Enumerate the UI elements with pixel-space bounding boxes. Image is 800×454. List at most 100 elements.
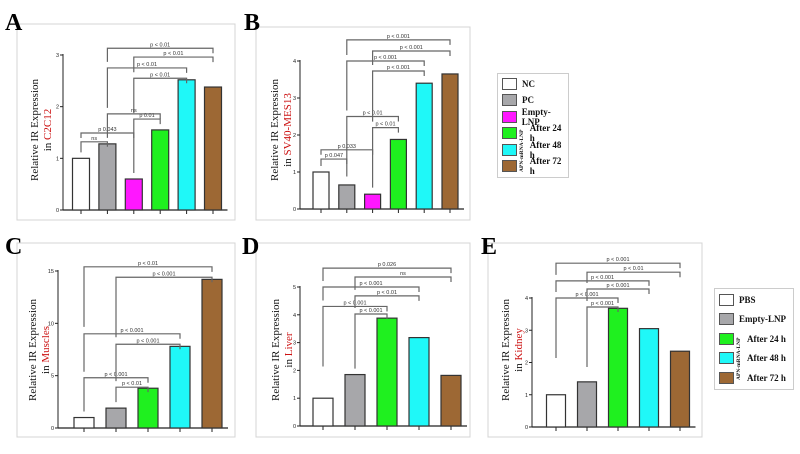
panel-frame (255, 26, 471, 221)
panel-letter: C (5, 234, 22, 260)
y-tick-label: 0 (293, 424, 296, 430)
y-tick-label: 4 (525, 296, 528, 302)
y-axis-label-prefix: in (42, 140, 54, 151)
significance-bracket (586, 306, 619, 368)
legend-label: NC (522, 78, 535, 89)
significance-label: p < 0.001 (359, 308, 382, 314)
legend-label: After 48 h (747, 353, 786, 363)
legend-item: After 24 h (719, 332, 786, 345)
panel-frame (16, 242, 236, 438)
significance-bracket (133, 56, 214, 73)
y-tick-label: 1 (56, 156, 59, 162)
significance-label: p < 0.01 (150, 72, 170, 78)
y-tick-label: 3 (293, 341, 296, 347)
y-tick-label: 2 (56, 105, 59, 111)
bar-empty-lnp (364, 193, 382, 210)
bar-nc (71, 157, 91, 211)
legend-label: Empty-LNP (739, 314, 786, 324)
significance-label: p < 0.001 (387, 65, 410, 71)
bar-pbs (312, 397, 334, 427)
y-axis-label: Relative IR Expressionin Kidney (500, 298, 525, 401)
legend-swatch (502, 143, 517, 156)
significance-label: p < 0.01 (122, 381, 142, 387)
y-tick-label: 0 (293, 207, 296, 213)
y-tick-label: 3 (293, 96, 296, 102)
significance-label: p < 0.01 (623, 266, 643, 272)
significance-bracket (133, 118, 161, 173)
y-axis-label-line1: Relative IR Expression (500, 298, 512, 401)
significance-label: p < 0.01 (138, 261, 158, 267)
bar-pc (98, 143, 117, 211)
legend-label: After 48 h (529, 139, 562, 160)
significance-label: p < 0.001 (359, 281, 382, 287)
significance-label: p < 0.001 (136, 338, 159, 344)
legend-item: After 72 h (502, 156, 568, 176)
legend-swatch (502, 77, 517, 90)
significance-label: p < 0.001 (374, 55, 397, 61)
bar-after-48-h (638, 328, 660, 428)
legend-swatch (502, 110, 517, 123)
significance-label: p 0.026 (378, 262, 396, 268)
significance-label: ns (91, 136, 97, 142)
legend-swatch (719, 293, 734, 306)
legend-item: PBS (719, 293, 756, 306)
legend-swatch (719, 371, 734, 384)
y-tick-label: 5 (51, 374, 54, 380)
significance-label: p < 0.001 (606, 257, 629, 263)
bar-empty-lnp (576, 381, 598, 428)
significance-label: p < 0.001 (120, 328, 143, 334)
significance-bracket (586, 288, 650, 302)
legend-label: PBS (739, 294, 756, 305)
y-axis-label-cell: Kidney (513, 328, 525, 361)
y-tick-label: 3 (56, 53, 59, 59)
bar-after-48-h (408, 336, 430, 427)
panel-letter: A (5, 10, 23, 36)
bar-nc (312, 171, 330, 210)
panel-letter: E (481, 234, 497, 260)
y-axis-label-cell: Liver (283, 332, 295, 356)
significance-bracket (586, 271, 681, 283)
y-axis-label-line1: Relative IR Expression (270, 298, 282, 401)
significance-label: p < 0.001 (387, 34, 410, 40)
y-tick-label: 1 (525, 393, 528, 399)
legend-item: After 72 h (719, 371, 786, 384)
significance-bracket (83, 266, 213, 327)
bar-pbs (73, 416, 95, 429)
y-tick-label: 0 (51, 426, 54, 432)
legend-label: Empty-LNP (521, 106, 551, 127)
significance-bracket (354, 313, 388, 369)
significance-label: p < 0.001 (606, 283, 629, 289)
y-tick-label: 2 (293, 368, 296, 374)
y-axis-label: Relative IR Expressionin Muscles (27, 298, 52, 401)
significance-label: p < 0.001 (591, 301, 614, 307)
legend-item: After 48 h (719, 352, 786, 365)
y-tick-label: 5 (293, 285, 296, 291)
significance-bracket (346, 60, 425, 111)
significance-bracket (106, 67, 188, 108)
legend-swatch (719, 352, 734, 364)
legend-top: NC PC Empty-LNP After 24 h After 48 h After 7… (497, 73, 569, 178)
y-tick-label: 2 (525, 361, 528, 367)
significance-label: p < 0.01 (163, 51, 183, 57)
significance-bracket (346, 39, 451, 55)
significance-bracket (106, 47, 214, 62)
y-tick-label: 4 (293, 59, 296, 65)
y-tick-label: 2 (293, 133, 296, 139)
bar-pbs (545, 394, 567, 428)
bar-after-48-h (415, 82, 433, 210)
significance-bracket (372, 70, 425, 122)
bar-after-24-h (607, 307, 629, 428)
y-axis-label-line1: Relative IR Expression (29, 78, 41, 181)
significance-bracket (555, 262, 681, 275)
significance-bracket (133, 77, 188, 114)
significance-bracket (354, 276, 452, 290)
bar-after-72-h (669, 350, 691, 428)
significance-bracket (372, 50, 451, 65)
legend-label: PC (522, 95, 534, 105)
panel-c: C 0 5 10 15 p < 0.01 p < 0.001 p < 0.001 p < 0.0… (5, 234, 236, 438)
bar-empty-lnp (105, 407, 127, 429)
bar-after-72-h (201, 278, 223, 429)
legend-group-label: APN-mRNA-LNP (519, 129, 525, 173)
